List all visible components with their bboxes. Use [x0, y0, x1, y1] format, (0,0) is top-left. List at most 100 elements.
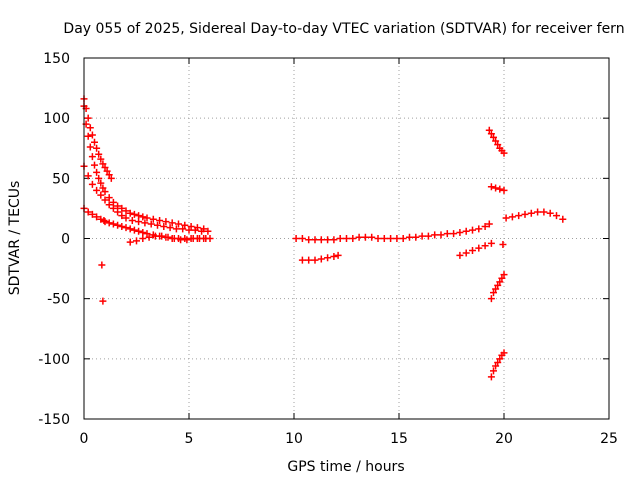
- data-point: [177, 236, 185, 244]
- data-point: [172, 225, 180, 233]
- data-point: [292, 235, 300, 242]
- data-point: [311, 256, 319, 264]
- data-point: [107, 174, 115, 182]
- data-point: [101, 164, 109, 172]
- data-point: [88, 180, 96, 188]
- data-point: [122, 207, 130, 215]
- chart-title: Day 055 of 2025, Sidereal Day-to-day VTE…: [63, 21, 624, 37]
- data-point: [492, 285, 500, 293]
- data-point: [324, 254, 332, 262]
- data-point: [135, 227, 143, 235]
- data-point: [500, 186, 508, 194]
- data-point: [122, 224, 130, 232]
- data-points: [80, 95, 567, 381]
- data-point: [135, 212, 143, 220]
- y-tick-label: -100: [38, 352, 70, 368]
- x-tick-label: 20: [495, 431, 513, 447]
- data-point: [487, 183, 495, 191]
- data-point: [336, 235, 344, 242]
- data-point: [502, 214, 510, 222]
- data-point: [99, 160, 107, 168]
- data-point: [97, 155, 105, 163]
- data-point: [109, 204, 117, 212]
- data-point: [521, 210, 529, 218]
- data-point: [355, 233, 363, 241]
- data-point: [151, 232, 159, 240]
- data-point: [139, 213, 147, 221]
- data-point: [305, 256, 313, 264]
- x-tick-label: 15: [390, 431, 408, 447]
- data-point: [399, 235, 407, 242]
- data-point: [97, 179, 105, 187]
- data-point: [490, 367, 497, 375]
- data-point: [311, 236, 319, 244]
- data-point: [481, 242, 489, 250]
- series-arc-c: [80, 162, 212, 235]
- data-point: [118, 212, 126, 220]
- data-point: [450, 230, 458, 238]
- data-point: [99, 184, 107, 192]
- data-point: [198, 227, 206, 235]
- data-point: [437, 231, 445, 239]
- data-point: [154, 221, 161, 229]
- y-tick-label: 150: [43, 51, 70, 67]
- data-point: [88, 153, 96, 161]
- data-point: [181, 221, 189, 229]
- data-point: [330, 236, 338, 244]
- series-arc-g: [298, 251, 342, 264]
- data-point: [500, 271, 508, 279]
- data-point: [84, 208, 92, 216]
- data-point: [126, 225, 134, 233]
- data-point: [492, 137, 500, 145]
- data-point: [122, 214, 130, 222]
- data-point: [147, 220, 155, 228]
- data-point: [418, 232, 426, 240]
- data-point: [187, 222, 195, 230]
- data-point: [114, 202, 122, 210]
- data-point: [93, 213, 101, 221]
- data-point: [100, 216, 108, 224]
- data-point: [202, 235, 210, 242]
- data-point: [126, 238, 134, 246]
- data-point: [91, 161, 98, 169]
- data-point: [374, 235, 382, 242]
- series-arc-e: [126, 232, 210, 246]
- data-point: [487, 239, 495, 247]
- data-point: [334, 251, 342, 259]
- series-outliers-early: [98, 216, 108, 305]
- data-point: [412, 233, 420, 241]
- data-point: [98, 261, 106, 269]
- data-point: [298, 235, 306, 242]
- data-point: [105, 194, 113, 202]
- y-axis-title: SDTVAR / TECUs: [7, 181, 23, 296]
- data-point: [95, 174, 103, 182]
- data-point: [189, 235, 197, 242]
- data-point: [424, 232, 432, 240]
- x-tick-label: 0: [80, 431, 89, 447]
- data-point: [494, 281, 502, 289]
- data-point: [498, 274, 506, 282]
- data-point: [143, 230, 151, 238]
- x-tick-label: 10: [285, 431, 303, 447]
- data-point: [462, 249, 470, 257]
- data-point: [469, 247, 476, 255]
- data-point: [475, 225, 483, 233]
- data-point: [324, 236, 332, 244]
- data-point: [487, 373, 495, 381]
- data-point: [500, 349, 508, 357]
- data-point: [485, 126, 493, 134]
- data-point: [86, 143, 94, 151]
- data-point: [84, 172, 92, 180]
- data-point: [88, 131, 96, 139]
- series-arc-l: [487, 349, 508, 381]
- data-point: [553, 212, 560, 220]
- data-point: [170, 235, 178, 242]
- data-point: [494, 358, 502, 366]
- data-point: [101, 196, 109, 204]
- y-tick-label: 50: [52, 171, 70, 187]
- data-point: [485, 220, 493, 228]
- data-point: [305, 236, 313, 244]
- data-point: [496, 355, 504, 363]
- data-point: [168, 219, 176, 227]
- data-point: [99, 297, 107, 305]
